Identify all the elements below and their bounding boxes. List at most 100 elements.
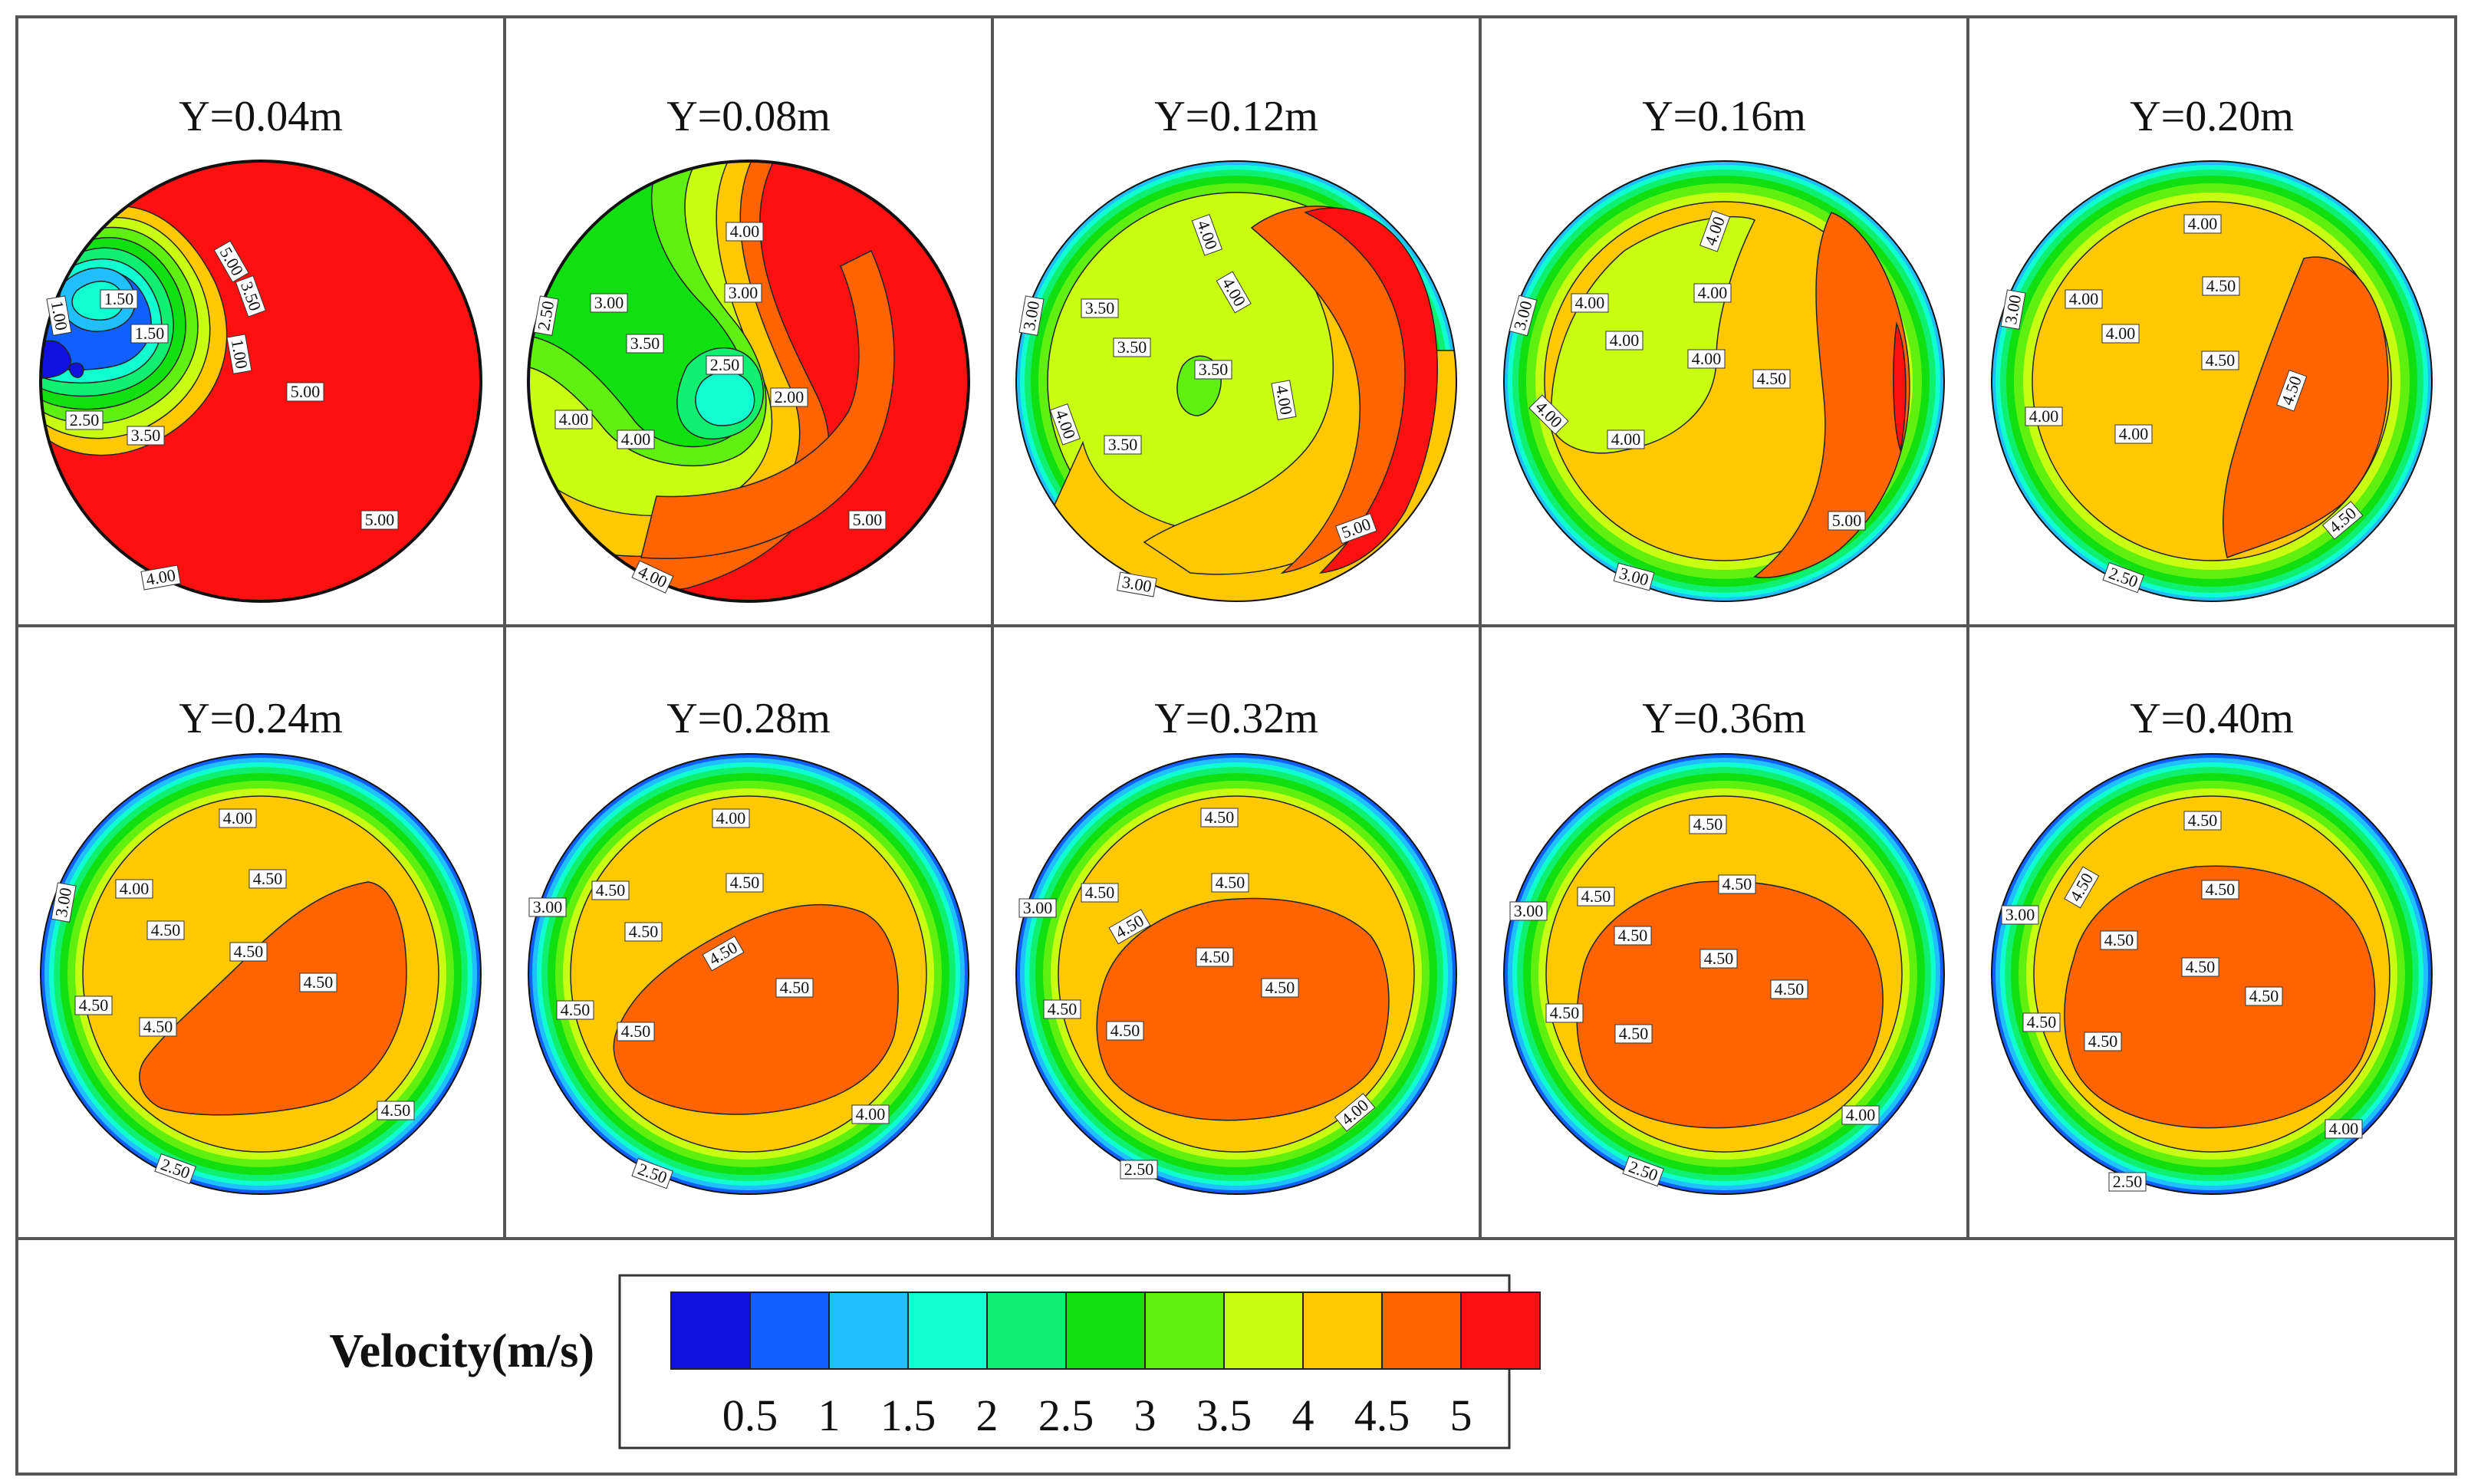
contour-label: 4.00 <box>2106 324 2136 343</box>
contour-label: 4.50 <box>1619 1024 1649 1043</box>
contour-label: 4.50 <box>2206 880 2236 899</box>
legend-tick-label: 2.5 <box>1038 1390 1094 1440</box>
contour-label: 4.50 <box>304 972 334 992</box>
contour-label: 3.50 <box>1199 360 1229 379</box>
panel-title: Y=0.24m <box>179 695 343 742</box>
contour-label: 4.50 <box>596 880 626 900</box>
contour-label: 4.50 <box>143 1017 173 1036</box>
contour-label: 4.00 <box>2329 1119 2359 1138</box>
contour-label: 4.50 <box>381 1101 411 1120</box>
contour-label: 4.00 <box>1692 349 1722 368</box>
contour-label: 4.50 <box>1200 947 1230 966</box>
panel-title: Y=0.28m <box>666 695 831 742</box>
contour-label: 3.00 <box>594 293 624 312</box>
contour-labels: 4.50 4.50 4.50 3.00 4.50 4.50 4.50 4.50 … <box>1509 814 1880 1187</box>
contour-label: 4.00 <box>120 879 150 898</box>
contour-label: 5.00 <box>853 510 883 529</box>
panel-title: Y=0.40m <box>2130 695 2294 742</box>
contour-panel: Y=0.20m 4.00 4.00 4.50 3.00 4.00 4.50 4 <box>1991 93 2433 602</box>
contour-label: 4.50 <box>2104 930 2134 949</box>
legend-tick-label: 4 <box>1292 1390 1314 1440</box>
contour-panel: Y=0.08m 4.00 3.00 3.00 2.50 3.50 <box>527 93 970 603</box>
contour-label: 4.50 <box>1618 926 1648 945</box>
contour-label: 4.00 <box>2069 289 2099 308</box>
contour-labels: 4.50 4.50 4.50 3.00 4.50 4.50 4.50 4.50 … <box>2001 811 2363 1192</box>
contour-label: 4.50 <box>2206 276 2236 295</box>
contour-labels: 4.50 4.50 4.50 3.00 4.50 4.50 4.50 4.50 … <box>1018 808 1376 1180</box>
contour-label: 4.50 <box>629 922 659 941</box>
contour-label: 3.50 <box>131 426 161 445</box>
legend-title: Velocity(m/s) <box>329 1325 594 1377</box>
contour-panel: Y=0.28m 4.00 4.50 4.50 3.00 4.50 4.50 <box>528 695 969 1195</box>
legend-tick-label: 1.5 <box>880 1390 936 1440</box>
contour-label: 4.50 <box>2188 811 2218 830</box>
panel-title: Y=0.16m <box>1642 93 1806 140</box>
contour-label: 4.50 <box>1550 1003 1580 1022</box>
contour-label: 4.50 <box>1216 873 1245 892</box>
contour-labels: 4.00 3.00 3.00 2.50 3.50 2.50 2.00 4.00 … <box>533 222 887 594</box>
contour-label: 3.50 <box>1108 435 1138 454</box>
contour-label: 3.50 <box>1085 298 1115 318</box>
panel-title: Y=0.32m <box>1154 695 1318 742</box>
contour-label: 4.50 <box>234 942 264 961</box>
panel-title: Y=0.20m <box>2130 93 2294 140</box>
contour-label: 2.50 <box>1124 1160 1154 1179</box>
contour-label: 4.00 <box>716 808 746 828</box>
contour-label: 2.50 <box>710 355 740 374</box>
contour-label: 4.00 <box>559 410 589 429</box>
contour-panel: Y=0.40m 4.50 4.50 4.50 3.00 4.50 4.50 <box>1991 695 2433 1195</box>
contour-label: 4.00 <box>1610 331 1640 350</box>
contour-label: 4.00 <box>1846 1105 1876 1124</box>
contour-panel: Y=0.04m 5.00 3.50 1.00 <box>39 93 482 603</box>
legend-swatch <box>1144 1292 1225 1370</box>
contour-label: 3.00 <box>1120 572 1153 596</box>
legend-swatch <box>986 1292 1067 1370</box>
contour-panel: Y=0.36m 4.50 4.50 4.50 3.00 4.50 4.50 <box>1503 695 1945 1195</box>
contour-label: 4.50 <box>1048 999 1078 1018</box>
contour-label: 4.50 <box>561 1000 591 1019</box>
legend-swatch <box>1302 1292 1383 1370</box>
panel-title: Y=0.04m <box>179 93 343 140</box>
contour-label: 2.50 <box>2113 1172 2143 1191</box>
contour-label: 3.00 <box>729 283 758 302</box>
legend-tick-label: 0.5 <box>722 1390 778 1440</box>
contour-label: 4.00 <box>1575 293 1605 312</box>
contour-label: 4.50 <box>730 873 760 892</box>
legend-tick-label: 3 <box>1134 1390 1157 1440</box>
contour-label: 4.00 <box>1611 429 1641 449</box>
contour-label: 4.00 <box>223 808 253 828</box>
contour-label: 2.00 <box>775 387 804 406</box>
contour-label: 4.50 <box>1085 883 1115 902</box>
legend-swatch <box>1381 1292 1462 1370</box>
contour-label: 4.50 <box>1110 1021 1140 1040</box>
legend-tick-label: 1 <box>818 1390 841 1440</box>
contour-label: 4.50 <box>2088 1032 2118 1051</box>
legend-swatches <box>670 1292 1541 1370</box>
contour-label: 4.50 <box>1581 887 1611 906</box>
contour-label: 4.00 <box>2029 406 2059 426</box>
contour-label: 3.50 <box>630 334 660 353</box>
contour-label: 4.50 <box>1722 874 1752 893</box>
contour-label: 5.00 <box>291 382 321 401</box>
contour-panel: Y=0.12m 4.00 4.00 3.00 3.50 <box>1015 93 1457 602</box>
contour-labels: 4.00 4.00 4.50 3.00 4.00 4.50 4.00 4.00 … <box>2000 214 2364 594</box>
contour-label: 3.50 <box>1117 337 1147 357</box>
contour-label: 3.00 <box>1023 898 1053 917</box>
contour-label: 4.50 <box>1205 808 1235 827</box>
contour-label: 4.50 <box>151 920 181 939</box>
contour-label: 4.50 <box>1757 369 1787 388</box>
contour-label: 5.00 <box>365 510 395 529</box>
legend: Velocity(m/s) 0.5 1 1.5 2 2.5 3 3.5 4 4.5 5 <box>329 1274 1541 1449</box>
contour-panel: Y=0.32m 4.50 4.50 4.50 3.00 4.50 4.50 <box>1015 695 1457 1195</box>
contour-panel: Y=0.24m 4.00 4.00 4.50 3.00 4.50 4.50 <box>40 695 482 1195</box>
contour-label: 4.50 <box>780 978 810 997</box>
contour-label: 4.50 <box>1704 949 1734 968</box>
contour-panel: Y=0.16m 4.00 4.00 3.00 4.00 4.00 <box>1503 93 1945 602</box>
contour-labels: 4.00 4.00 3.00 3.50 3.50 3.50 4.00 4.00 … <box>1018 214 1377 597</box>
contour-label: 3.00 <box>533 897 563 916</box>
legend-swatch <box>1460 1292 1541 1370</box>
legend-swatch <box>1223 1292 1304 1370</box>
contour-label: 3.00 <box>1514 901 1544 920</box>
contour-label: 4.00 <box>2188 214 2218 233</box>
